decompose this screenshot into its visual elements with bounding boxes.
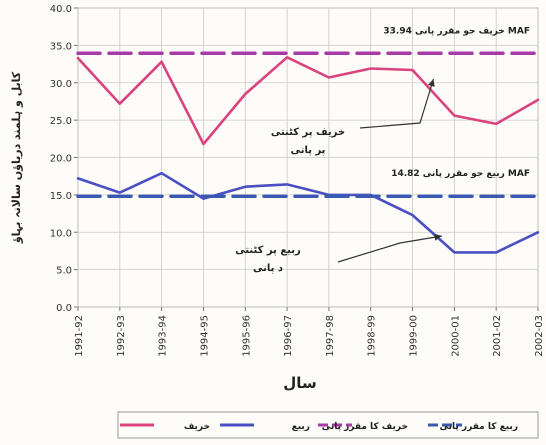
x-tick-label: 2000-01 <box>450 315 461 357</box>
reference-annotation: خریف جو مقرر پانی 33.94 MAF <box>383 26 530 36</box>
x-tick-label: 2001-02 <box>492 315 503 357</box>
y-tick-label: 5.0 <box>56 266 72 277</box>
y-axis-title: کابل و ہلمند دریاؤں سالانہ بہاؤ <box>10 71 23 244</box>
series-line-0 <box>76 55 540 146</box>
arrow-annotation-line2: پر پانی <box>291 145 326 156</box>
y-tick-label: 0.0 <box>56 303 72 314</box>
y-tick-label: 40.0 <box>50 4 72 15</box>
arrow-annotation-line1: خریف پر کٹنتی <box>271 127 345 138</box>
annotation-arrowhead <box>428 79 435 87</box>
x-tick-label: 1994-95 <box>199 315 210 357</box>
legend-label-1: ربیع <box>292 422 310 432</box>
x-tick-label: 1998-99 <box>367 315 378 357</box>
legend-label-2: خریف کا مقرر پانی <box>322 422 408 432</box>
x-tick-label: 1992-93 <box>116 315 127 357</box>
reference-annotation: ربیع جو مقرر پانی 14.82 MAF <box>391 169 530 179</box>
x-tick-label: 1993-94 <box>158 315 169 357</box>
x-tick-label: 1999-00 <box>409 315 420 357</box>
y-tick-label: 30.0 <box>50 79 72 90</box>
arrow-annotation-line2: د پانی <box>253 263 283 274</box>
x-tick-label: 1991-92 <box>74 315 85 357</box>
legend-label-0: خریف <box>184 422 210 432</box>
legend-box <box>117 411 539 439</box>
x-tick-label: 1997-98 <box>325 315 336 357</box>
annotation-arrow-line <box>337 235 442 263</box>
x-axis-title: سال <box>283 374 316 392</box>
y-tick-label: 10.0 <box>50 228 72 239</box>
x-tick-label: 1996-97 <box>283 315 294 357</box>
annotation-arrowhead <box>434 233 442 241</box>
legend-label-3: ربیع کا مقرر پانی <box>440 422 518 432</box>
x-tick-label: 1995-96 <box>241 315 252 357</box>
arrow-annotation-line1: ربیع پر کٹنتی <box>235 245 301 256</box>
series-line-1 <box>76 171 540 254</box>
x-tick-label: 2002-03 <box>534 315 545 357</box>
y-tick-label: 25.0 <box>50 116 72 127</box>
y-tick-label: 15.0 <box>50 191 72 202</box>
y-tick-label: 35.0 <box>50 41 72 52</box>
annotation-arrow-line <box>359 78 435 129</box>
y-tick-label: 20.0 <box>50 154 72 165</box>
